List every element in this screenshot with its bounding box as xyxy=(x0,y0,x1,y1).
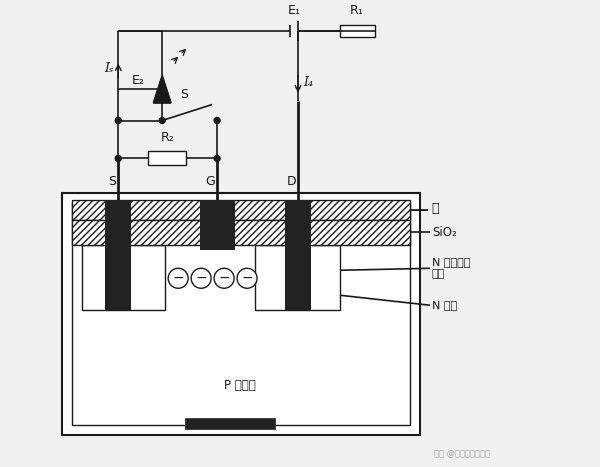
Bar xyxy=(73,204,410,425)
Bar xyxy=(340,25,375,36)
Text: N: N xyxy=(291,270,303,284)
Text: 知乎 @张兕扬瑞尔精英: 知乎 @张兕扬瑞尔精英 xyxy=(434,449,490,458)
Text: G: G xyxy=(205,176,215,188)
Polygon shape xyxy=(153,75,171,103)
Bar xyxy=(73,200,410,220)
Circle shape xyxy=(214,118,220,123)
Text: E₂: E₂ xyxy=(131,74,144,87)
Bar xyxy=(62,193,420,435)
Text: N: N xyxy=(118,270,129,284)
Text: 锂: 锂 xyxy=(432,202,439,215)
Text: 材料: 材料 xyxy=(432,269,445,279)
Bar xyxy=(105,200,131,310)
Circle shape xyxy=(191,268,211,288)
Text: S: S xyxy=(180,87,188,100)
Text: N 型半导体: N 型半导体 xyxy=(432,257,470,267)
Text: N 沟道: N 沟道 xyxy=(432,300,457,310)
Text: I₄: I₄ xyxy=(303,76,313,89)
Text: SiO₂: SiO₂ xyxy=(432,226,457,239)
Circle shape xyxy=(168,268,188,288)
Text: −: − xyxy=(241,271,253,285)
Text: S: S xyxy=(108,176,116,188)
Text: R₂: R₂ xyxy=(160,132,174,144)
Text: E₁: E₁ xyxy=(287,4,301,17)
Text: Iₛ: Iₛ xyxy=(104,62,113,75)
Text: −: − xyxy=(172,271,184,285)
Text: P 型衬底: P 型衬底 xyxy=(224,379,256,392)
Bar xyxy=(185,418,275,429)
Bar xyxy=(148,151,186,165)
Bar xyxy=(82,245,165,310)
Circle shape xyxy=(115,118,121,123)
Circle shape xyxy=(159,118,165,123)
Bar xyxy=(285,200,311,310)
Circle shape xyxy=(214,156,220,162)
Text: −: − xyxy=(218,271,230,285)
Circle shape xyxy=(237,268,257,288)
Text: R₁: R₁ xyxy=(350,4,364,17)
Bar xyxy=(73,220,410,245)
Text: −: − xyxy=(196,271,207,285)
Circle shape xyxy=(115,156,121,162)
Bar xyxy=(255,245,340,310)
Text: D: D xyxy=(286,176,296,188)
Circle shape xyxy=(214,268,234,288)
Bar xyxy=(200,200,235,250)
